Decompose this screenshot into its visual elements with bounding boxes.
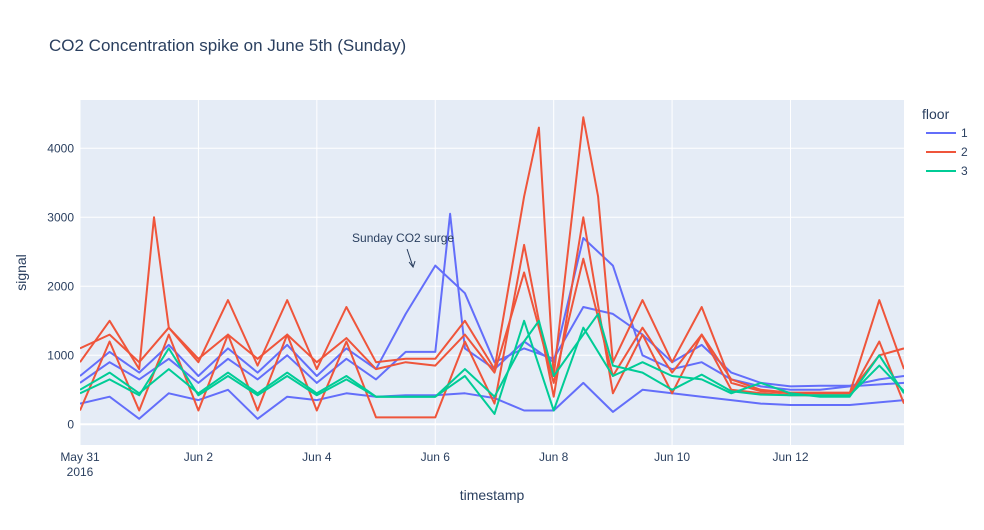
x-tick-label: Jun 10 bbox=[654, 450, 690, 464]
y-axis-ticks: 0 1000 2000 3000 4000 bbox=[47, 141, 74, 431]
y-tick-label: 3000 bbox=[47, 210, 74, 224]
y-tick-label: 4000 bbox=[47, 141, 74, 155]
x-tick-label: Jun 8 bbox=[539, 450, 569, 464]
x-tick-sublabel: 2016 bbox=[67, 465, 94, 479]
x-tick-label: Jun 6 bbox=[421, 450, 451, 464]
y-tick-label: 2000 bbox=[47, 279, 74, 293]
y-tick-label: 1000 bbox=[47, 348, 74, 362]
annotation: Sunday CO2 surge bbox=[352, 231, 454, 269]
legend-title: floor bbox=[922, 106, 950, 122]
legend-item-label[interactable]: 3 bbox=[961, 164, 968, 178]
legend-item-label[interactable]: 1 bbox=[961, 126, 968, 140]
legend-item-label[interactable]: 2 bbox=[961, 145, 968, 159]
annotation-arrow bbox=[406, 248, 416, 269]
series-line-floor-3 bbox=[80, 319, 904, 415]
x-tick-label: Jun 12 bbox=[772, 450, 808, 464]
series-line-floor-2 bbox=[80, 257, 904, 394]
y-axis-title: signal bbox=[13, 254, 29, 291]
x-tick-label: Jun 4 bbox=[302, 450, 332, 464]
annotation-text: Sunday CO2 surge bbox=[352, 231, 454, 245]
plot-area bbox=[80, 116, 904, 420]
legend[interactable]: floor 1 2 3 bbox=[922, 106, 968, 178]
series-line-floor-3 bbox=[80, 312, 904, 398]
series-line-floor-1 bbox=[80, 212, 904, 391]
x-tick-label: Jun 2 bbox=[184, 450, 214, 464]
x-axis-title: timestamp bbox=[460, 487, 525, 503]
chart-title: CO2 Concentration spike on June 5th (Sun… bbox=[49, 36, 406, 55]
series-lines bbox=[80, 116, 904, 420]
y-tick-label: 0 bbox=[67, 417, 74, 431]
series-line-floor-2 bbox=[80, 116, 904, 395]
x-tick-label: May 31 bbox=[60, 450, 100, 464]
